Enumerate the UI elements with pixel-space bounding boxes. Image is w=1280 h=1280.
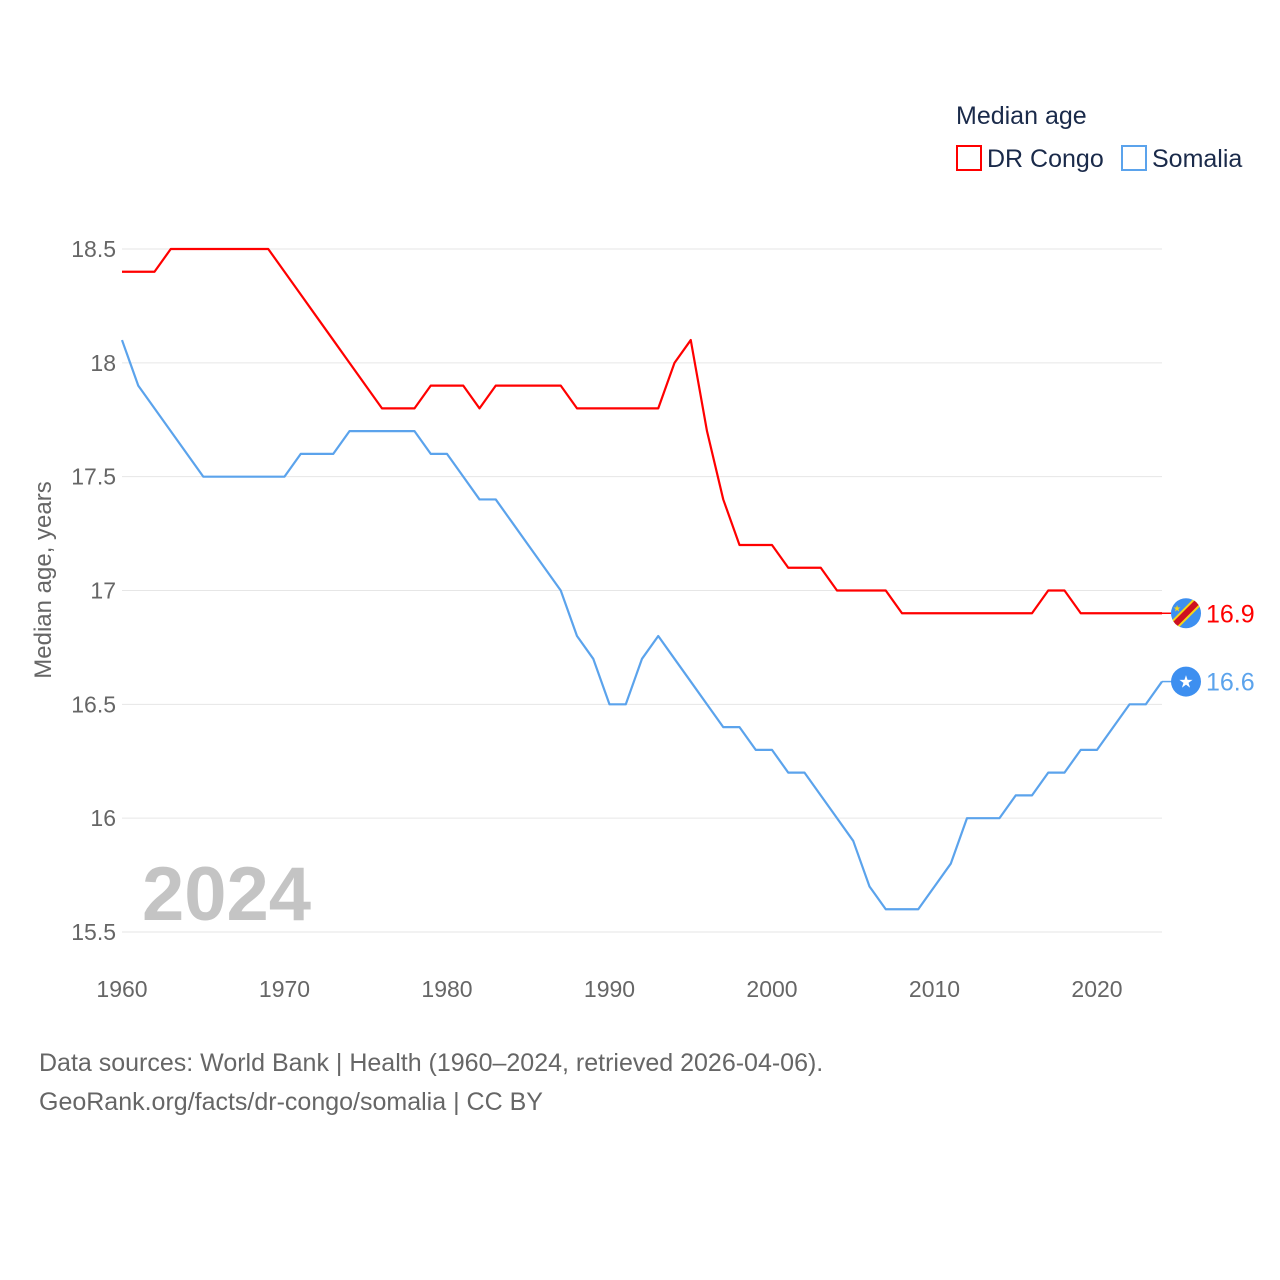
end-value-label: 16.6	[1206, 669, 1255, 697]
x-tick-label: 2020	[1071, 976, 1122, 1002]
y-tick-label: 16.5	[71, 691, 116, 717]
y-axis-label: Median age, years	[30, 481, 57, 678]
y-tick-label: 16	[90, 805, 116, 831]
series-line-dr-congo	[122, 247, 1162, 615]
y-tick-labels: 15.5 16 16.5 17 17.5 18 18.5	[71, 236, 116, 945]
gridlines	[122, 248, 1162, 933]
legend-item-dr-congo[interactable]: DR Congo	[956, 145, 1104, 173]
source-link[interactable]: GeoRank.org/facts/dr-congo/somalia | CC …	[39, 1088, 543, 1116]
y-tick-label: 17	[90, 578, 116, 604]
year-watermark: 2024	[142, 852, 311, 937]
x-tick-label: 2010	[909, 976, 960, 1002]
legend-item-somalia[interactable]: Somalia	[1121, 145, 1242, 173]
end-labels: ★ 16.9 ★ 16.6	[1162, 598, 1255, 697]
dr-congo-flag-icon: ★	[1171, 598, 1201, 629]
y-tick-label: 18.5	[71, 236, 116, 262]
end-value-label: 16.9	[1206, 600, 1255, 628]
x-tick-label: 1990	[584, 976, 635, 1002]
legend-swatch-dr-congo	[956, 145, 982, 171]
legend-swatch-somalia	[1121, 145, 1147, 171]
somalia-flag-icon: ★	[1171, 666, 1201, 697]
data-sources: Data sources: World Bank | Health (1960–…	[39, 1049, 824, 1077]
y-tick-label: 17.5	[71, 464, 116, 490]
x-tick-label: 2000	[746, 976, 797, 1002]
y-tick-label: 18	[90, 350, 116, 376]
legend-title: Median age	[956, 102, 1087, 130]
legend: Median age DR Congo Somalia	[956, 102, 1242, 173]
x-tick-labels: 1960 1970 1980 1990 2000 2010 2020	[96, 976, 1122, 1002]
y-tick-label: 15.5	[71, 919, 116, 945]
footer: Data sources: World Bank | Health (1960–…	[39, 1044, 823, 1122]
legend-label-somalia: Somalia	[1152, 145, 1242, 173]
svg-text:★: ★	[1178, 673, 1193, 692]
x-tick-label: 1980	[421, 976, 472, 1002]
x-tick-label: 1970	[259, 976, 310, 1002]
series-line-somalia	[120, 339, 1163, 911]
legend-label-dr-congo: DR Congo	[987, 145, 1104, 173]
series-lines	[120, 247, 1163, 911]
svg-text:★: ★	[1173, 603, 1181, 613]
x-tick-label: 1960	[96, 976, 147, 1002]
